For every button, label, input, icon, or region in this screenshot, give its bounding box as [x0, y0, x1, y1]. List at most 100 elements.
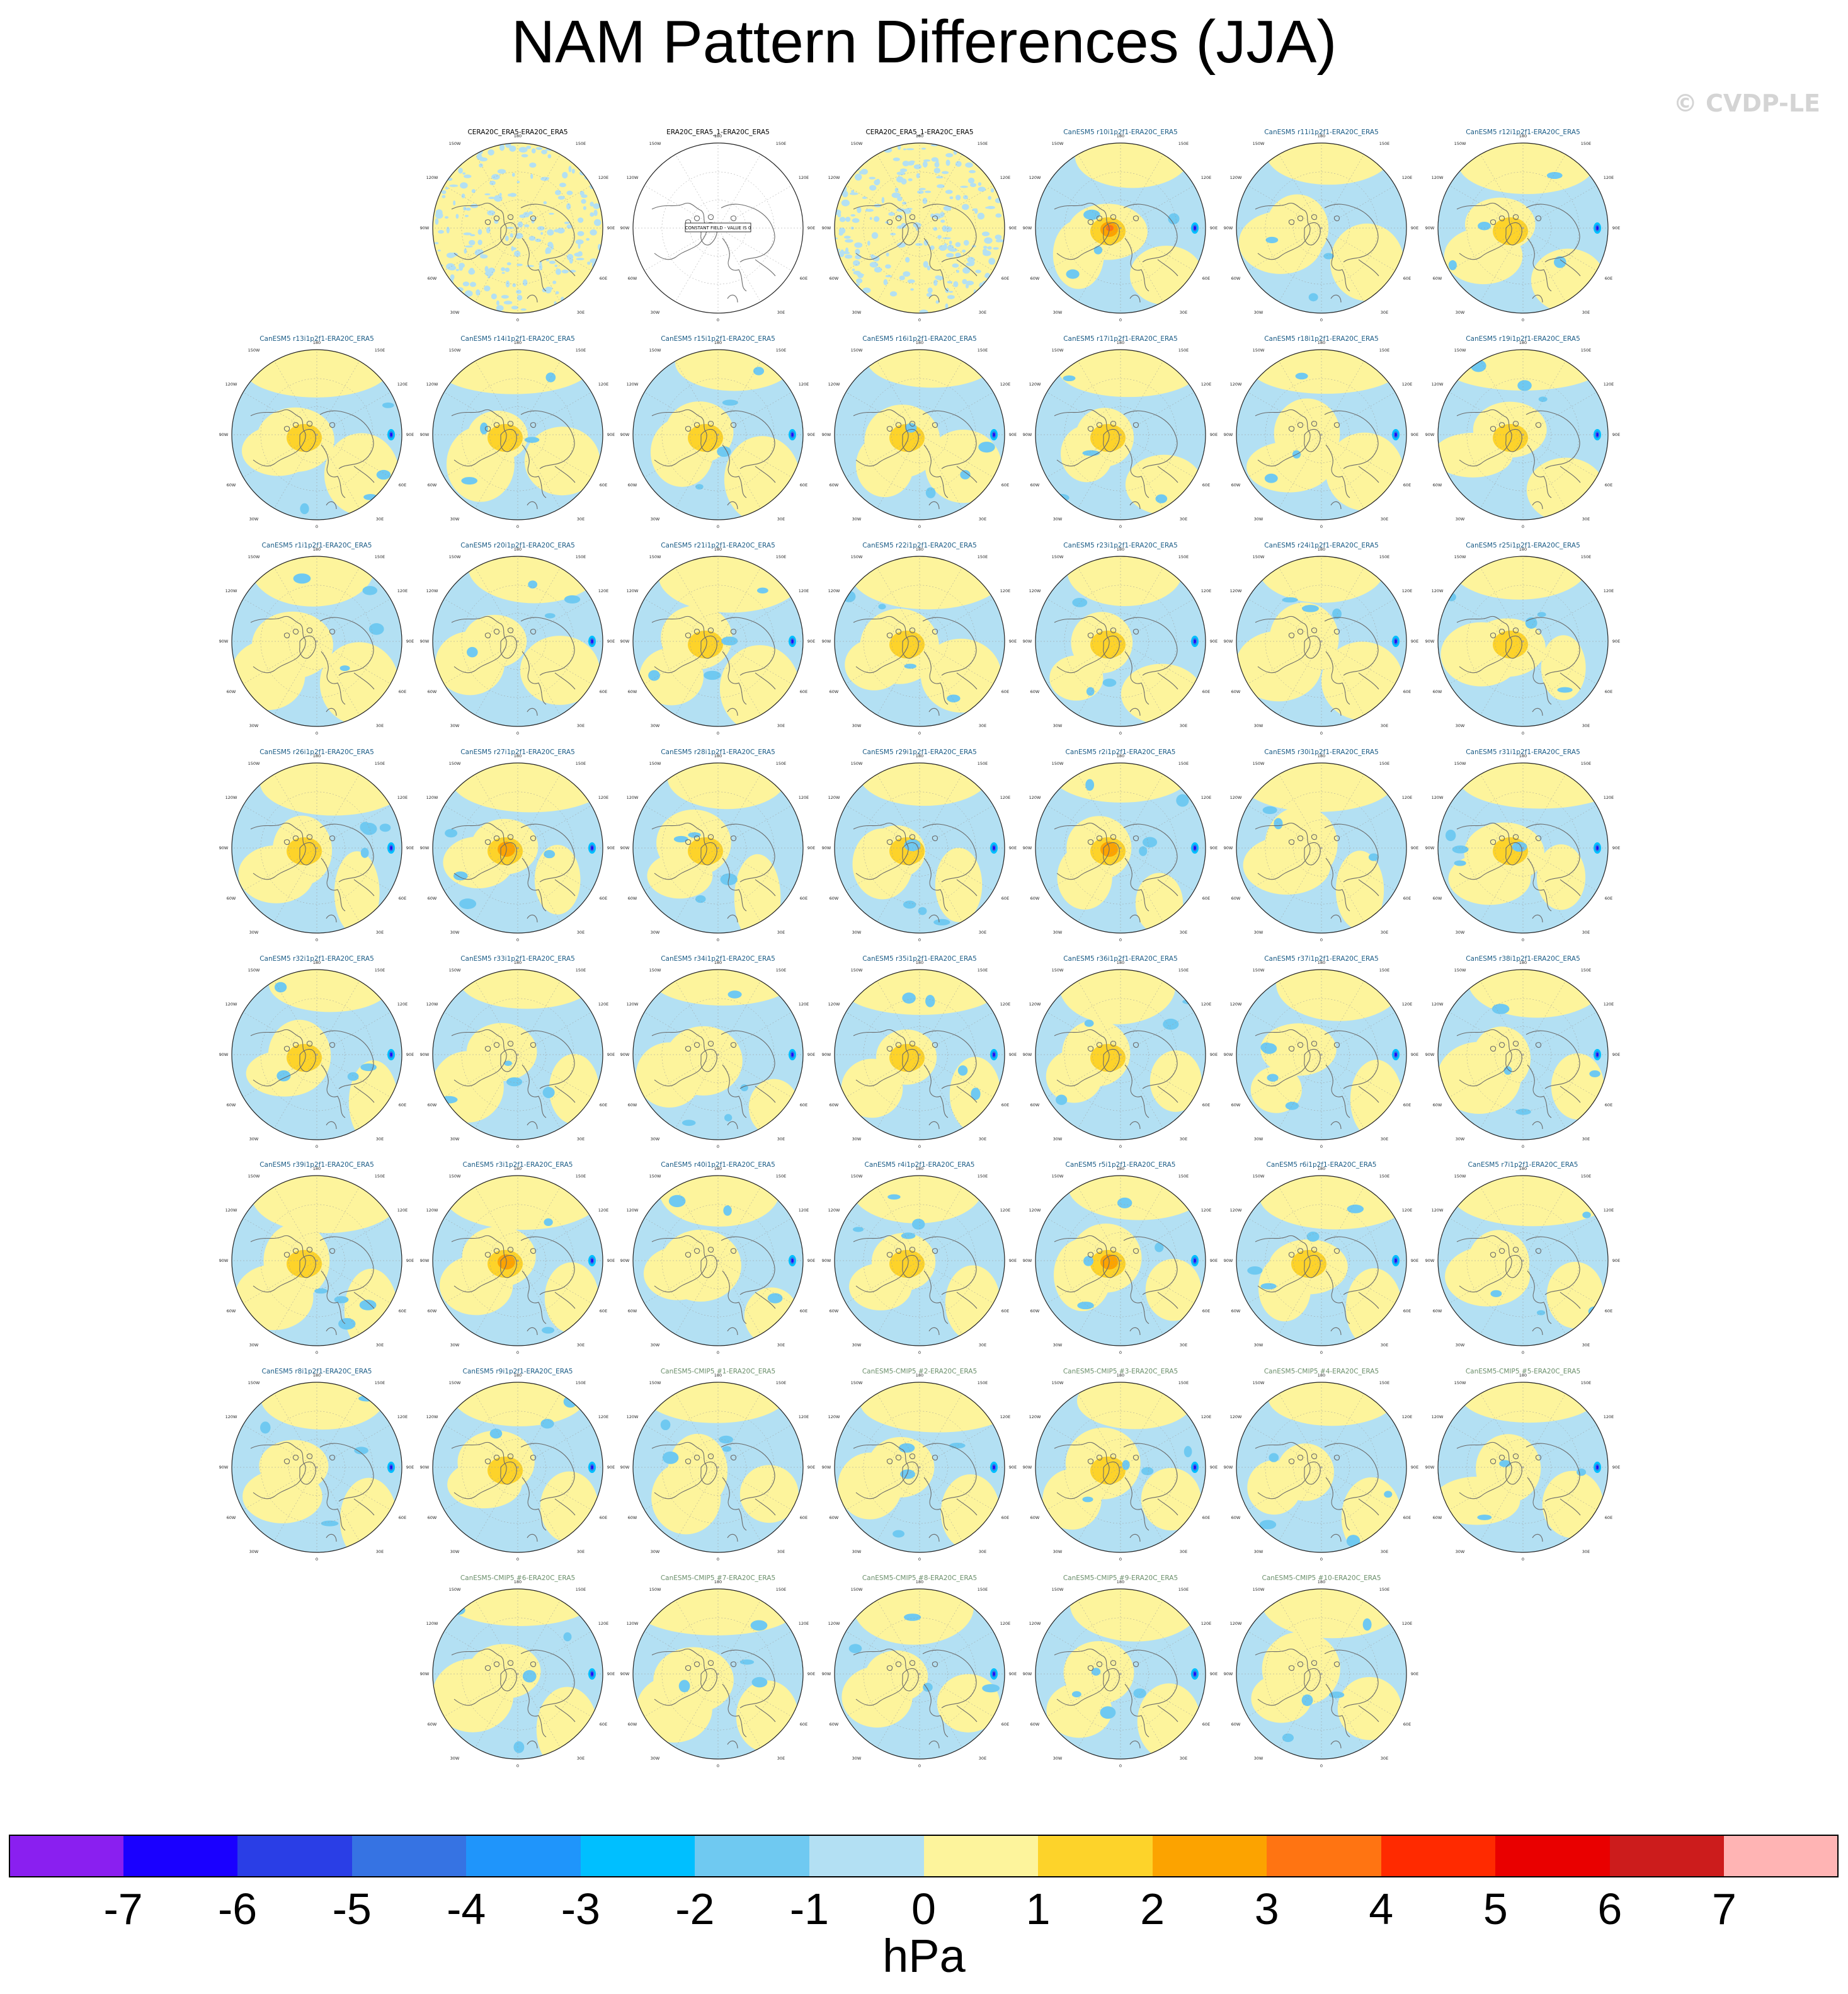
panel-title: CanESM5 r1i1p2f1-ERA20C_ERA5 — [261, 542, 372, 549]
axis-label-lower-left: 60W — [830, 276, 839, 281]
anomaly-speck — [835, 289, 838, 294]
axis-label-top: 180 — [1117, 1166, 1124, 1171]
negative-anomaly-region — [1323, 253, 1334, 260]
axis-label-lower-left: 60W — [1030, 896, 1040, 901]
axis-label-lower-right: 60E — [1605, 483, 1612, 488]
positive-anomaly-core — [889, 1250, 925, 1278]
positive-anomaly-core — [287, 837, 322, 865]
anomaly-speck — [440, 177, 445, 182]
anomaly-speck — [458, 168, 463, 174]
axis-label-top-right: 150E — [576, 141, 586, 146]
axis-label-top: 180 — [1318, 134, 1325, 139]
axis-label-bottom: 0 — [1320, 1144, 1323, 1149]
negative-anomaly-region — [947, 694, 961, 702]
axis-label-right: 90E — [1612, 639, 1620, 644]
axis-label-left: 90W — [1023, 639, 1032, 644]
positive-anomaly-region — [1067, 556, 1183, 607]
axis-label-lower-right: 60E — [800, 1515, 807, 1520]
axis-label-lower-right: 60E — [600, 689, 607, 694]
anomaly-speck — [435, 311, 442, 313]
axis-label-right: 90E — [1411, 1465, 1418, 1470]
negative-anomaly-region — [1384, 1491, 1393, 1498]
axis-label-upper-left: 120W — [1230, 588, 1242, 593]
axis-label-bottom-right: 30E — [1180, 723, 1187, 728]
positive-anomaly-region — [524, 427, 600, 496]
axis-label-lower-right: 60E — [800, 1722, 807, 1727]
anomaly-speck — [862, 197, 867, 199]
axis-label-upper-left: 120W — [426, 382, 438, 387]
positive-anomaly-region — [748, 1079, 799, 1136]
axis-label-lower-left: 60W — [1030, 689, 1040, 694]
axis-label-upper-right: 120E — [598, 1208, 609, 1213]
positive-anomaly-core — [1493, 424, 1528, 452]
anomaly-speck — [843, 236, 851, 239]
axis-label-bottom-right: 30E — [577, 1756, 585, 1761]
axis-label-lower-right: 60E — [800, 896, 807, 901]
negative-anomaly-region — [925, 995, 935, 1007]
positive-anomaly-region — [251, 611, 333, 679]
negative-anomaly-region — [1269, 1453, 1279, 1462]
axis-label-bottom-left: 30W — [249, 723, 259, 728]
anomaly-speck — [508, 193, 511, 197]
negative-anomaly-region — [504, 1060, 512, 1066]
anomaly-speck — [860, 149, 867, 155]
axis-label-bottom-right: 30E — [1381, 930, 1388, 935]
axis-label-upper-left: 120W — [828, 1208, 840, 1213]
negative-anomaly-region — [1372, 915, 1383, 921]
axis-label-lower-left: 60W — [227, 483, 236, 488]
positive-anomaly-region — [260, 763, 402, 816]
axis-label-bottom: 0 — [316, 731, 318, 736]
negative-anomaly-region — [362, 586, 378, 595]
axis-label-upper-right: 120E — [598, 1002, 609, 1007]
anomaly-speck — [435, 160, 445, 166]
axis-label-bottom-left: 30W — [1456, 310, 1465, 315]
axis-label-top-right: 150E — [1581, 554, 1592, 559]
axis-label-top-left: 150W — [449, 968, 461, 973]
anomaly-speck — [511, 306, 518, 310]
map-panel: CanESM5 r15i1p2f1-ERA20C_ERA5 180 150W 150E… — [620, 335, 816, 543]
panel-title: CanESM5 r2i1p2f1-ERA20C_ERA5 — [1065, 748, 1176, 756]
axis-label-bottom-left: 30W — [651, 1549, 660, 1554]
axis-label-top-right: 150E — [375, 1174, 385, 1179]
negative-anomaly-region — [717, 446, 731, 457]
positive-anomaly-region — [468, 556, 602, 604]
axis-label-lower-right: 60E — [399, 896, 406, 901]
anomaly-speck — [949, 240, 952, 245]
axis-label-top-left: 150W — [1052, 1174, 1064, 1179]
anomaly-speck — [956, 270, 960, 273]
negative-anomaly-region — [390, 1053, 392, 1057]
axis-label-top: 180 — [514, 547, 522, 552]
axis-label-top: 180 — [313, 340, 321, 345]
axis-label-upper-left: 120W — [225, 1002, 237, 1007]
map-rim — [1035, 1175, 1206, 1346]
negative-anomaly-region — [1346, 1535, 1360, 1547]
axis-label-bottom: 0 — [1320, 318, 1323, 323]
negative-anomaly-region — [660, 1419, 671, 1431]
panel-title: CanESM5 r12i1p2f1-ERA20C_ERA5 — [1466, 129, 1580, 136]
negative-anomaly-region — [1194, 1259, 1196, 1263]
positive-anomaly-region — [859, 763, 990, 806]
anomaly-speck — [598, 308, 603, 311]
colorbar-segment — [1495, 1835, 1611, 1877]
axis-label-left: 90W — [620, 432, 630, 437]
axis-label-left: 90W — [1425, 1258, 1435, 1263]
anomaly-speck — [854, 173, 862, 181]
colorbar-tick-label: 1 — [1025, 1884, 1051, 1934]
axis-label-lower-left: 60W — [1231, 1309, 1241, 1314]
axis-label-top-right: 150E — [978, 968, 988, 973]
negative-anomaly-region — [542, 1327, 555, 1334]
axis-label-upper-left: 120W — [225, 795, 237, 800]
anomaly-speck — [519, 214, 527, 219]
negative-anomaly-region — [853, 1227, 864, 1232]
negative-anomaly-region — [376, 469, 391, 480]
positive-anomaly-region — [1125, 454, 1203, 515]
axis-label-bottom: 0 — [717, 1144, 719, 1149]
axis-label-right: 90E — [1210, 432, 1218, 437]
negative-anomaly-region — [513, 1741, 525, 1753]
anomaly-speck — [469, 282, 476, 287]
anomaly-speck — [540, 232, 544, 235]
anomaly-speck — [897, 196, 903, 202]
